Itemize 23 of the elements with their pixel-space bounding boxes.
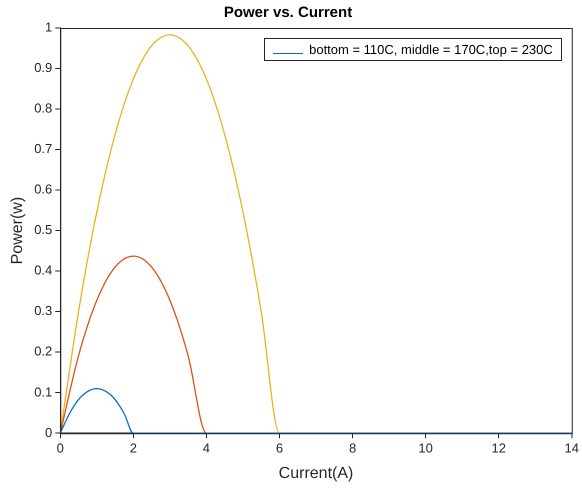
y-tick-label: 0.2 — [34, 344, 52, 359]
y-tick-label: 0.3 — [34, 303, 52, 318]
y-tick-label: 0.6 — [34, 182, 52, 197]
y-tick-label: 0.4 — [34, 262, 52, 278]
x-tick-label: 8 — [348, 440, 356, 456]
x-tick-label: 14 — [564, 440, 580, 456]
legend-label: bottom = 110C, middle = 170C,top = 230C — [308, 42, 553, 57]
y-axis-title: Power(w) — [9, 196, 26, 264]
y-tick-label: 0.8 — [34, 100, 52, 116]
x-tick-label: 2 — [130, 440, 137, 456]
y-tick-label: 1 — [45, 20, 52, 35]
chart-title: Power vs. Current — [224, 4, 352, 22]
y-tick-label: 0 — [45, 424, 52, 440]
x-tick-label: 6 — [276, 440, 284, 456]
y-tick-label: 0.9 — [34, 60, 52, 76]
y-tick-label: 0.1 — [34, 384, 52, 400]
x-tick-label: 10 — [418, 440, 433, 456]
x-tick-label: 0 — [56, 440, 64, 456]
x-tick-label: 12 — [491, 440, 506, 456]
y-tick-label: 0.5 — [34, 222, 52, 238]
y-tick-label: 0.7 — [34, 141, 52, 156]
x-tick-label: 4 — [202, 440, 210, 456]
x-axis-title: Current(A) — [278, 464, 354, 482]
